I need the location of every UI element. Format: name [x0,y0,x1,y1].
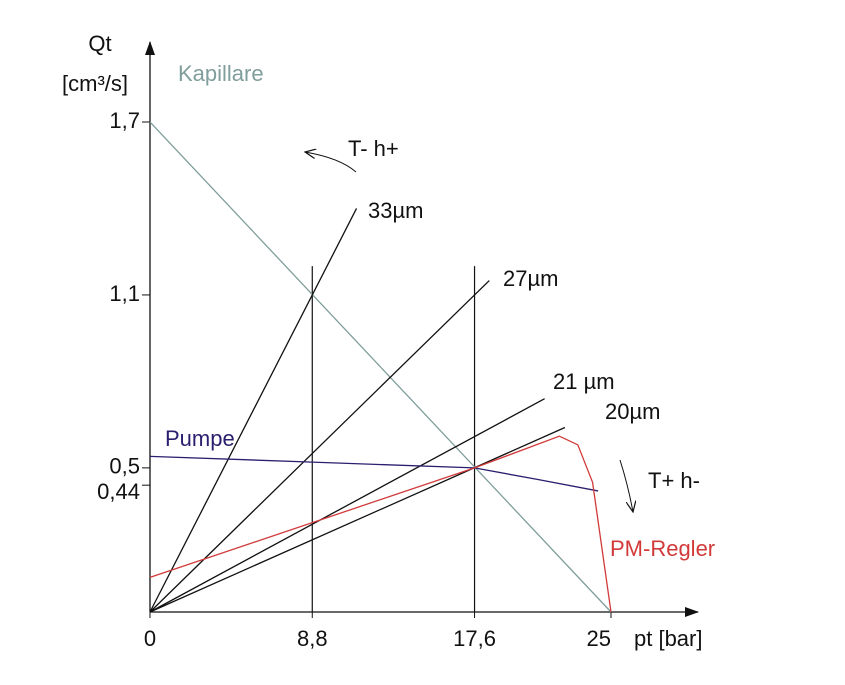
y-tick-label: 0,44 [97,479,140,504]
annotation: T+ h- [648,468,700,493]
annotation: T- h+ [348,136,399,161]
series-label: PM-Regler [610,536,715,561]
x-axis-label: pt [bar] [634,626,702,651]
y-tick-label: 1,7 [109,108,140,133]
y-axis-unit: [cm³/s] [62,71,128,96]
x-tick-label: 0 [144,626,156,651]
annotation-arrow [619,459,633,512]
series-label: Pumpe [165,426,235,451]
y-tick-label: 0,5 [109,454,140,479]
series-label: 27µm [503,266,558,291]
series-label: 21 µm [553,369,615,394]
series-label: Kapillare [178,61,264,86]
y-axis-label: Qt [88,31,111,56]
y-tick-label: 1,1 [109,281,140,306]
series-label: 33µm [368,198,423,223]
series-label: 20µm [605,399,660,424]
series-line [149,426,566,613]
annotation-arrow [305,152,357,173]
x-tick-label: 8,8 [297,626,328,651]
series-line [149,455,599,492]
series-line [149,435,612,613]
series-line [149,121,612,613]
series-line [149,208,358,613]
series-line [149,280,490,613]
x-tick-label: 17,6 [453,626,496,651]
x-tick-label: 25 [587,626,611,651]
series-line [149,398,545,613]
